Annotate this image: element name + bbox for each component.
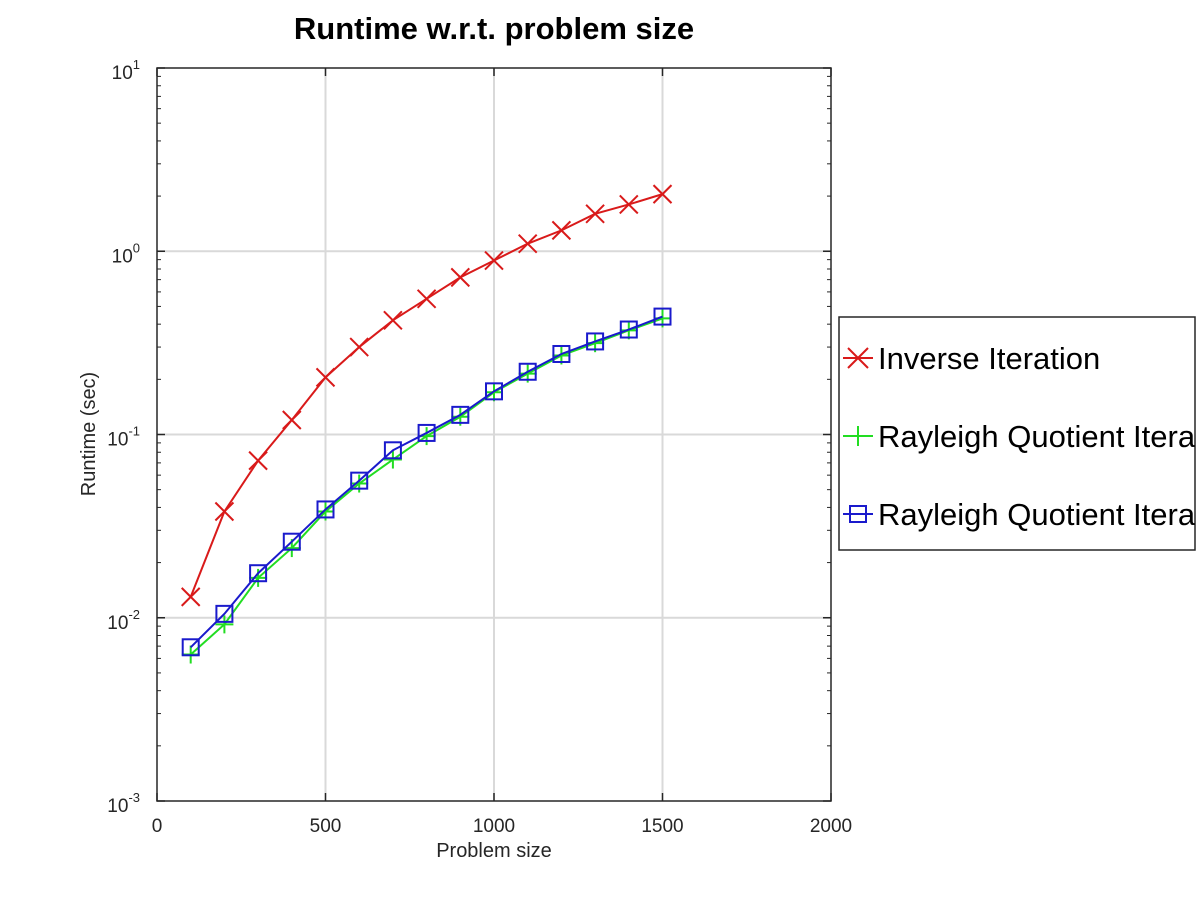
data-point-marker <box>485 382 503 401</box>
y-tick-label: 100 <box>112 240 140 267</box>
data-point-marker <box>315 367 336 388</box>
legend-label: Inverse Iteration <box>878 341 1100 376</box>
y-tick-label: 10-2 <box>107 607 140 634</box>
legend-item: Inverse Iteration <box>843 341 1100 376</box>
legend-label: Rayleigh Quotient Itera <box>878 419 1196 454</box>
data-point-marker <box>551 220 572 241</box>
y-axis-label: Runtime (sec) <box>78 372 100 496</box>
data-point-marker <box>451 405 470 424</box>
data-point-marker <box>849 505 867 523</box>
data-point-marker <box>248 450 268 471</box>
y-tick-label: 10-1 <box>107 424 140 451</box>
axis-ticks: 0 500 1000 1500 2000 10-3 10-2 10-1 100 101 <box>107 57 852 837</box>
data-point-marker <box>383 310 403 330</box>
series-group <box>180 184 673 607</box>
series-line <box>189 315 663 648</box>
data-point-marker <box>619 320 638 339</box>
data-point-marker <box>350 471 369 490</box>
data-point-marker <box>215 604 234 623</box>
legend-item: Rayleigh Quotient Itera <box>843 497 1196 532</box>
data-point-marker <box>552 344 571 363</box>
data-point-marker <box>181 638 200 657</box>
data-point-marker <box>653 307 672 326</box>
data-point-marker <box>652 184 673 204</box>
legend-label: Rayleigh Quotient Itera <box>878 497 1196 532</box>
x-tick-label: 500 <box>310 816 342 837</box>
data-point-marker <box>484 250 504 271</box>
data-point-marker <box>282 410 302 430</box>
x-tick-label: 0 <box>152 816 163 837</box>
data-point-marker <box>416 289 437 309</box>
x-tick-label: 2000 <box>810 816 852 837</box>
data-point-marker <box>282 532 301 551</box>
data-point-marker <box>316 500 335 519</box>
legend: Inverse Iteration Rayleigh Quotient Itera… <box>838 316 1196 551</box>
y-tick-label: 10-3 <box>107 790 140 817</box>
data-point-marker <box>214 501 235 522</box>
x-tick-label: 1000 <box>473 816 515 837</box>
y-tick-label: 101 <box>112 57 140 84</box>
data-point-marker <box>383 441 402 460</box>
series <box>180 184 673 664</box>
data-point-marker <box>518 362 537 381</box>
x-tick-label: 1500 <box>641 816 683 837</box>
data-point-marker <box>349 337 369 357</box>
data-point-marker <box>586 332 605 351</box>
data-point-marker <box>517 233 538 254</box>
x-axis-label: Problem size <box>436 840 552 862</box>
legend-item: Rayleigh Quotient Itera <box>843 419 1196 454</box>
data-point-marker <box>249 564 268 583</box>
data-point-marker <box>619 194 639 215</box>
data-point-marker <box>585 204 605 224</box>
data-point-marker <box>847 347 869 369</box>
legend-box <box>838 316 1196 551</box>
data-point-marker <box>450 267 471 288</box>
series-line <box>189 193 663 598</box>
data-point-marker <box>180 587 201 607</box>
data-point-marker <box>417 423 436 442</box>
series-group <box>181 309 672 664</box>
series-group <box>181 307 672 657</box>
grid <box>157 68 831 801</box>
series-line <box>190 317 663 656</box>
chart-title: Runtime w.r.t. problem size <box>294 11 694 46</box>
